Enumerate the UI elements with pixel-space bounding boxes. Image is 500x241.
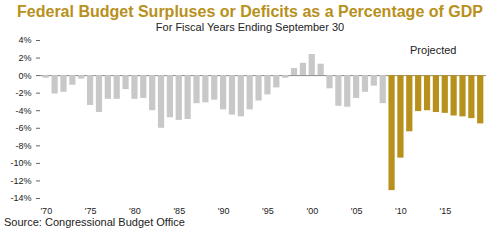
svg-text:'90: '90 xyxy=(218,206,230,216)
svg-text:'75: '75 xyxy=(85,206,97,216)
svg-text:'80: '80 xyxy=(129,206,141,216)
svg-text:0%: 0% xyxy=(18,70,31,80)
svg-text:-14%: -14% xyxy=(10,193,31,203)
html-text:For Fiscal Years Ending Septem: For Fiscal Years Ending September 30 xyxy=(155,21,345,33)
svg-text:'70: '70 xyxy=(40,206,52,216)
svg-text:-12%: -12% xyxy=(10,176,31,186)
svg-text:-2%: -2% xyxy=(15,88,31,98)
svg-text:'95: '95 xyxy=(262,206,274,216)
svg-text:2%: 2% xyxy=(18,53,31,63)
svg-text:-6%: -6% xyxy=(15,123,31,133)
svg-text:'00: '00 xyxy=(306,206,318,216)
html-text:Federal Budget Surpluses or De: Federal Budget Surpluses or Deficits as … xyxy=(17,3,483,20)
svg-text:-10%: -10% xyxy=(10,158,31,168)
svg-text:-8%: -8% xyxy=(15,141,31,151)
svg-text:'85: '85 xyxy=(173,206,185,216)
svg-text:'05: '05 xyxy=(351,206,363,216)
svg-text:'10: '10 xyxy=(395,206,407,216)
svg-text:-4%: -4% xyxy=(15,106,31,116)
svg-text:4%: 4% xyxy=(18,35,31,45)
svg-text:Projected: Projected xyxy=(410,44,456,56)
svg-text:'15: '15 xyxy=(439,206,451,216)
html-text:Source: Congressional Budget O: Source: Congressional Budget Office xyxy=(4,216,185,228)
